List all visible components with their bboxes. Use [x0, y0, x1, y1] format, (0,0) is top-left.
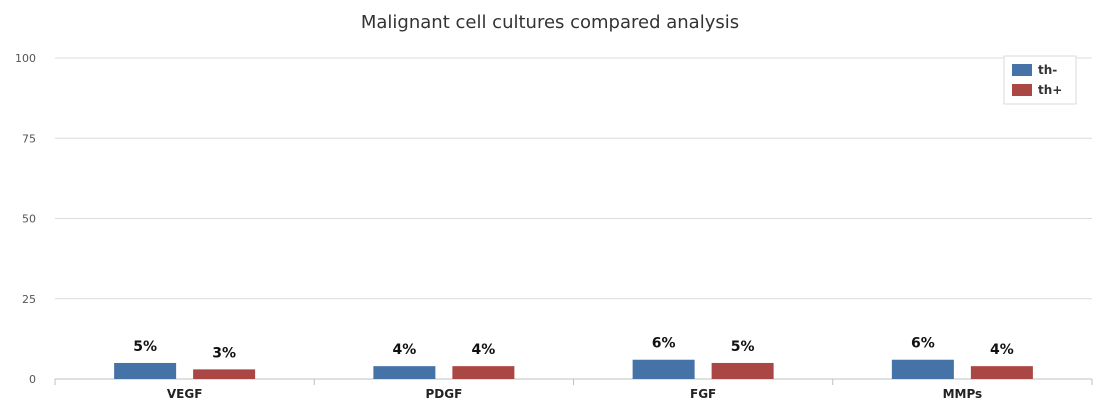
legend-label: th+ — [1038, 83, 1062, 97]
chart-title: Malignant cell cultures compared analysi… — [361, 12, 739, 33]
data-label: 6% — [652, 336, 676, 352]
legend-label: th- — [1038, 63, 1057, 77]
y-axis: 0 25 50 75 100 — [15, 52, 36, 386]
bar-th+-PDGF — [452, 366, 515, 379]
legend-swatch — [1012, 84, 1032, 96]
x-tick-label: FGF — [690, 387, 716, 401]
y-tick-label: 50 — [22, 213, 36, 226]
bar-th--VEGF — [114, 362, 177, 379]
y-tick-label: 25 — [22, 293, 36, 306]
bars — [114, 359, 1033, 379]
data-label: 4% — [392, 342, 416, 358]
bar-th+-MMPs — [970, 366, 1033, 379]
data-label: 5% — [731, 339, 755, 355]
x-tick-label: VEGF — [167, 387, 203, 401]
data-label: 5% — [133, 339, 157, 355]
x-tick-label: MMPs — [943, 387, 983, 401]
y-tick-label: 0 — [29, 373, 36, 386]
bar-th--PDGF — [373, 366, 436, 379]
data-label: 4% — [471, 342, 495, 358]
gridlines — [55, 57, 1092, 380]
x-tick-label: PDGF — [425, 387, 462, 401]
y-tick-label: 100 — [15, 52, 36, 65]
data-label: 3% — [212, 345, 236, 361]
data-labels: 5% 3% 4% 4% 6% 5% 6% 4% — [133, 336, 1014, 362]
bar-th--FGF — [632, 359, 695, 379]
data-label: 6% — [911, 336, 935, 352]
x-axis: VEGF PDGF FGF MMPs — [54, 379, 1093, 401]
legend: th-th+ — [1003, 55, 1077, 105]
data-label: 4% — [990, 342, 1014, 358]
y-tick-label: 75 — [22, 132, 36, 145]
bar-th+-VEGF — [193, 369, 256, 379]
bar-th--MMPs — [891, 359, 954, 379]
bar-th+-FGF — [711, 362, 774, 379]
legend-swatch — [1012, 64, 1032, 76]
